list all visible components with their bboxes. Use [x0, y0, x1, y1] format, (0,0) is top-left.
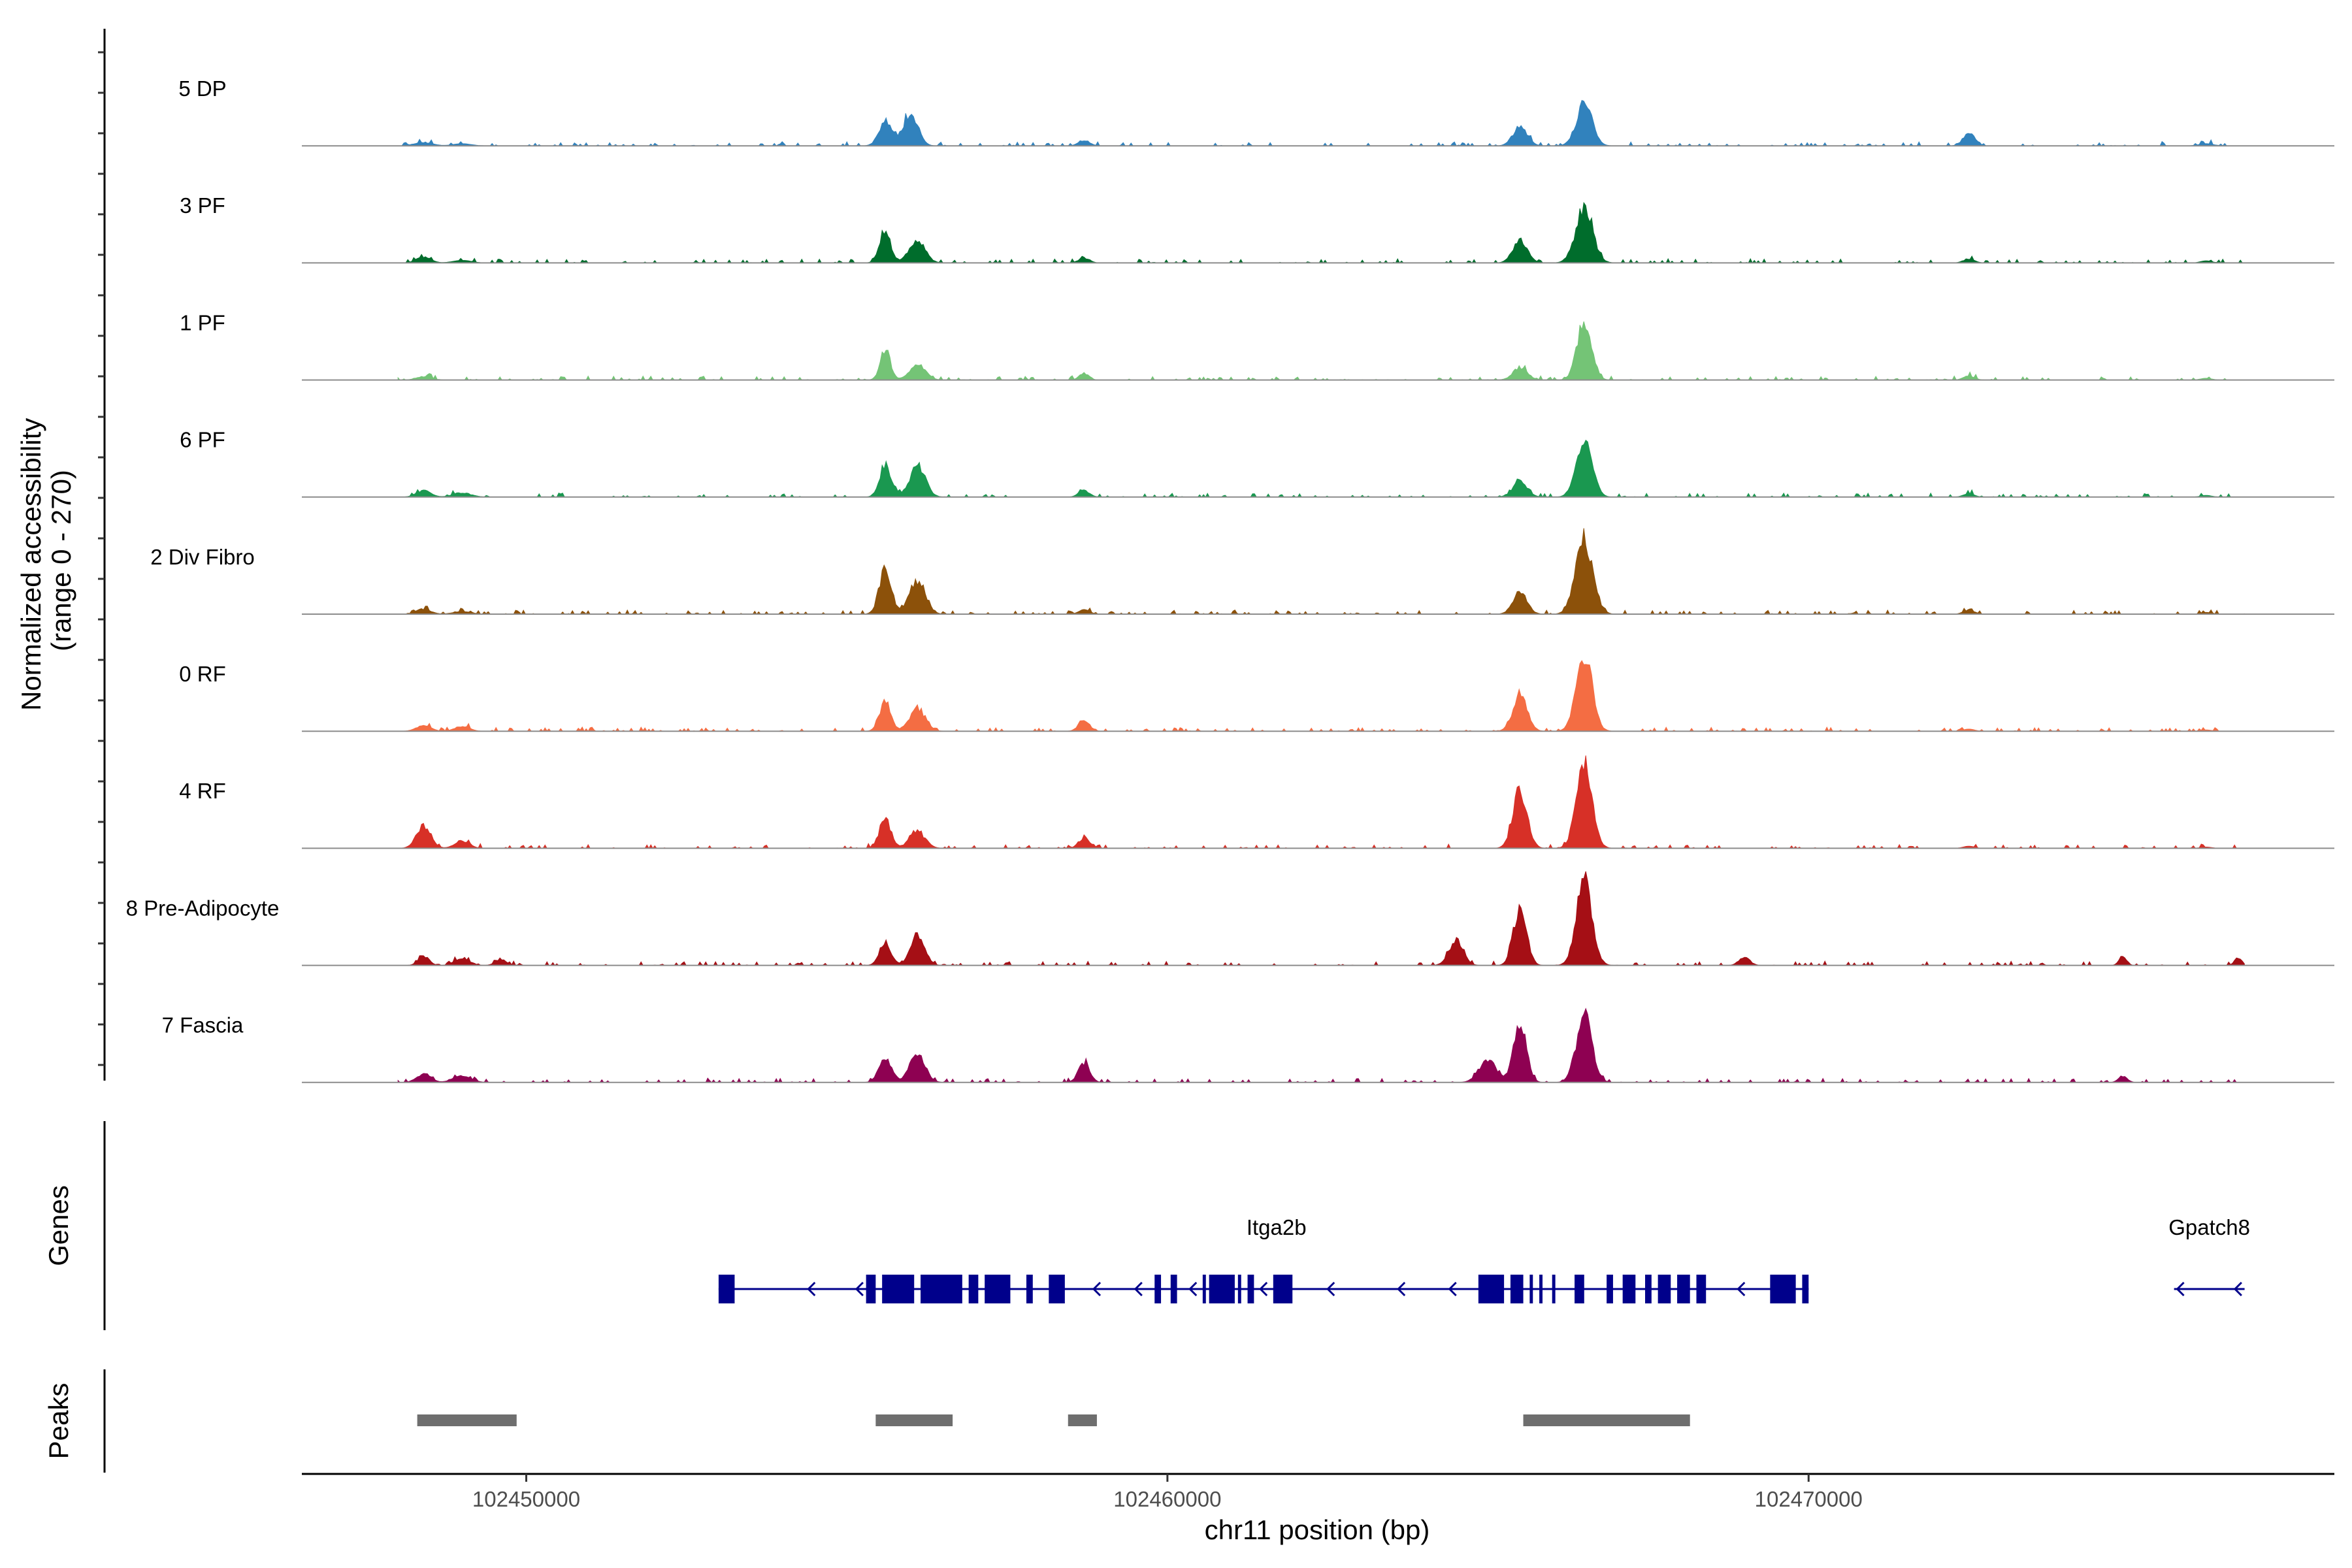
- exon-itga2b: [1237, 1275, 1241, 1303]
- exon-itga2b: [1622, 1275, 1636, 1303]
- gene-itga2b: Itga2b: [718, 1215, 1809, 1303]
- track-label-4-rf: 4 RF: [179, 779, 226, 803]
- exon-itga2b: [718, 1275, 735, 1303]
- peaks-panel-title: Peaks: [43, 1383, 74, 1460]
- exon-itga2b: [1247, 1275, 1254, 1303]
- coverage-area-8-pre-adipocyte: [398, 871, 2246, 966]
- peak-region-bar: [417, 1414, 517, 1426]
- track-0-rf: 0 RF: [179, 660, 2334, 732]
- exon-itga2b: [1645, 1275, 1652, 1303]
- coverage-area-4-rf: [397, 755, 2245, 849]
- track-2-div-fibro: 2 Div Fibro: [150, 528, 2334, 615]
- exon-itga2b: [1529, 1275, 1533, 1303]
- x-axis-ticks: 102450000 102460000 102470000: [472, 1474, 1863, 1511]
- gene-annotations: Itga2b Gpatch8: [718, 1215, 2250, 1303]
- strand-arrow-itga2b: [1448, 1281, 1457, 1297]
- coverage-area-7-fascia: [397, 1007, 2245, 1083]
- exon-itga2b: [1802, 1275, 1809, 1303]
- coverage-area-1-pf: [397, 321, 2245, 381]
- peak-regions: [417, 1414, 1690, 1426]
- coverage-area-6-pf: [398, 439, 2245, 498]
- strand-arrow-gpatch8: [2233, 1281, 2242, 1297]
- track-5-dp: 5 DP: [178, 76, 2334, 147]
- track-label-2-div-fibro: 2 Div Fibro: [150, 545, 255, 569]
- y-axis-title-line-1: Normalized accessibility: [16, 418, 46, 711]
- track-label-5-dp: 5 DP: [178, 76, 226, 101]
- track-label-3-pf: 3 PF: [180, 193, 225, 218]
- track-label-7-fascia: 7 Fascia: [162, 1013, 244, 1037]
- strand-arrow-itga2b: [1397, 1281, 1406, 1297]
- track-label-8-pre-adipocyte: 8 Pre-Adipocyte: [126, 896, 280, 920]
- x-tick-label: 102460000: [1113, 1487, 1221, 1511]
- strand-arrow-itga2b: [1737, 1281, 1746, 1297]
- exon-itga2b: [968, 1275, 979, 1303]
- gene-label-itga2b: Itga2b: [1247, 1215, 1307, 1239]
- exon-itga2b: [866, 1275, 876, 1303]
- track-6-pf: 6 PF: [180, 428, 2334, 498]
- coverage-area-3-pf: [398, 201, 2245, 264]
- exon-itga2b: [1677, 1275, 1690, 1303]
- y-axis-title-line-2: (range 0 - 270): [46, 470, 76, 651]
- coverage-tracks: 5 DP 3 PF 1 PF 6 PF 2 Div Fibro 0 RF 4 RF 8 Pre…: [126, 76, 2334, 1083]
- exon-itga2b: [1049, 1275, 1065, 1303]
- exon-itga2b: [985, 1275, 1011, 1303]
- exon-itga2b: [1607, 1275, 1613, 1303]
- peak-region-bar: [1068, 1414, 1097, 1426]
- strand-arrow-gpatch8: [2176, 1281, 2185, 1297]
- exon-itga2b: [882, 1275, 915, 1303]
- track-1-pf: 1 PF: [180, 310, 2334, 381]
- strand-arrow-itga2b: [807, 1281, 816, 1297]
- genes-panel-title: Genes: [43, 1185, 74, 1266]
- strand-arrow-itga2b: [1092, 1281, 1102, 1297]
- track-7-fascia: 7 Fascia: [162, 1007, 2334, 1083]
- x-axis-title: chr11 position (bp): [1205, 1514, 1430, 1545]
- exon-itga2b: [1658, 1275, 1671, 1303]
- exon-itga2b: [1552, 1275, 1556, 1303]
- exon-itga2b: [921, 1275, 962, 1303]
- strand-arrow-itga2b: [1326, 1281, 1335, 1297]
- exon-itga2b: [1026, 1275, 1033, 1303]
- exon-itga2b: [1510, 1275, 1524, 1303]
- exon-itga2b: [1154, 1275, 1162, 1303]
- track-label-0-rf: 0 RF: [179, 662, 226, 686]
- exon-itga2b: [1202, 1275, 1206, 1303]
- strand-arrow-itga2b: [855, 1281, 864, 1297]
- exon-itga2b: [1696, 1275, 1707, 1303]
- x-tick-label: 102470000: [1755, 1487, 1863, 1511]
- exon-itga2b: [1170, 1275, 1177, 1303]
- gene-gpatch8: Gpatch8: [2168, 1215, 2250, 1297]
- strand-arrow-itga2b: [1134, 1281, 1143, 1297]
- x-tick-label: 102450000: [472, 1487, 580, 1511]
- coverage-area-0-rf: [398, 660, 2245, 732]
- coverage-area-2-div-fibro: [398, 528, 2246, 615]
- peak-region-bar: [875, 1414, 953, 1426]
- track-label-1-pf: 1 PF: [180, 310, 225, 335]
- track-label-6-pf: 6 PF: [180, 428, 225, 452]
- track-3-pf: 3 PF: [180, 193, 2334, 264]
- exon-itga2b: [1539, 1275, 1543, 1303]
- gene-label-gpatch8: Gpatch8: [2168, 1215, 2250, 1239]
- coverage-area-5-dp: [397, 100, 2245, 147]
- strand-arrow-itga2b: [1259, 1281, 1268, 1297]
- strand-arrow-itga2b: [1188, 1281, 1198, 1297]
- exon-itga2b: [1575, 1275, 1584, 1303]
- peak-region-bar: [1523, 1414, 1690, 1426]
- exon-itga2b: [1478, 1275, 1505, 1303]
- track-8-pre-adipocyte: 8 Pre-Adipocyte: [126, 871, 2334, 966]
- y-axis-title: Normalized accessibility (range 0 - 270): [16, 410, 76, 711]
- coverage-y-ticks: [98, 51, 105, 1066]
- exon-itga2b: [1273, 1275, 1293, 1303]
- exon-itga2b: [1770, 1275, 1796, 1303]
- exon-itga2b: [1209, 1275, 1235, 1303]
- track-4-rf: 4 RF: [179, 755, 2334, 849]
